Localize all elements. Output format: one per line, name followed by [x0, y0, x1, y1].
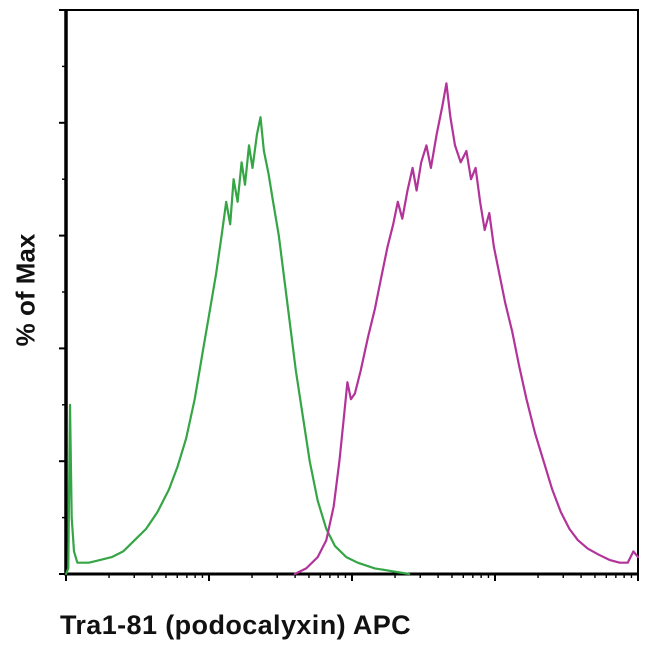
y-axis-label: % of Max: [10, 233, 41, 347]
x-axis-label: Tra1-81 (podocalyxin) APC: [60, 610, 412, 640]
histogram-curves: [64, 82, 640, 576]
green-histogram-curve: [64, 116, 411, 576]
magenta-histogram-curve: [293, 82, 640, 576]
y-axis-ticks: [59, 9, 66, 575]
x-axis-ticks: [65, 574, 639, 581]
